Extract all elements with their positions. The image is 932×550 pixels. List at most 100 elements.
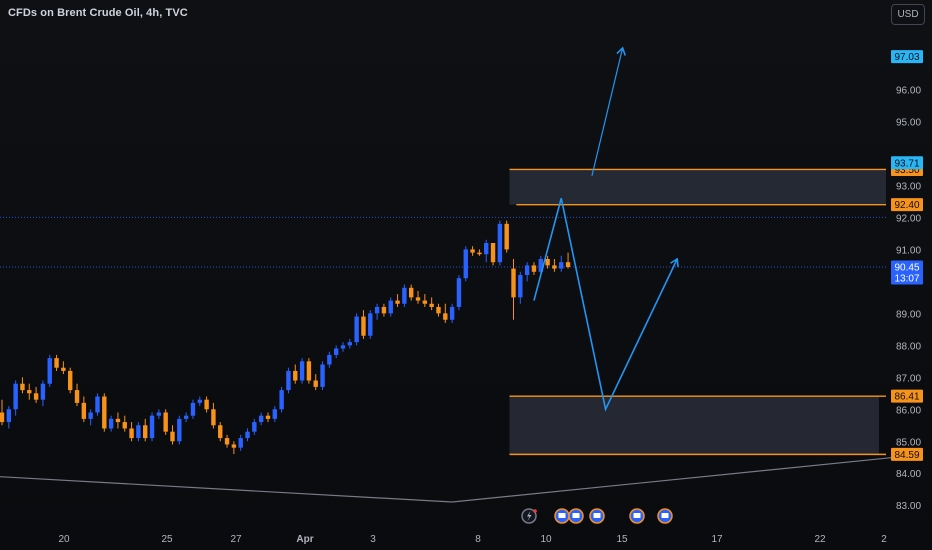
candle-body (340, 345, 346, 349)
level-price-text: 93.50 (894, 165, 919, 176)
price-tick-label: 95.00 (896, 118, 921, 129)
zones-layer (509, 169, 886, 455)
trendline (0, 476, 453, 503)
price-tick-label: 87.00 (896, 373, 921, 384)
candles-layer (0, 220, 571, 455)
candle-body (313, 380, 318, 387)
trendlines-layer (0, 456, 896, 503)
candle-body (149, 415, 155, 439)
candle-body (470, 249, 475, 253)
candle-body (443, 313, 448, 320)
zone-rect (509, 396, 879, 455)
projection-up-arrowhead (616, 46, 626, 56)
candle-body (74, 390, 80, 403)
current-price-tag (891, 260, 923, 285)
candle-body (531, 265, 537, 272)
candle-body (279, 390, 284, 410)
calendar-glyph (572, 513, 580, 518)
candle-body (272, 409, 277, 419)
time-tick-label: 8 (475, 534, 481, 545)
candle-body (477, 252, 482, 255)
level-price-text: 86.41 (894, 392, 919, 403)
candle-body (211, 409, 216, 426)
price-tick-label: 91.00 (896, 245, 921, 256)
candle-body (299, 361, 305, 381)
time-tick-label: 10 (540, 534, 552, 545)
level-price-tag (891, 447, 923, 461)
candle-body (231, 444, 237, 448)
calendar-glyph (593, 513, 601, 518)
price-tick-label: 85.00 (896, 437, 921, 448)
candle-body (40, 383, 46, 400)
candle-body (538, 259, 543, 272)
candle-body (218, 425, 223, 439)
candle-body (449, 306, 455, 320)
price-tick-label: 96.00 (896, 86, 921, 97)
candle-body (463, 249, 468, 279)
candle-body (361, 316, 366, 336)
candle-body (54, 358, 59, 368)
time-tick-label: 25 (161, 534, 173, 545)
candle-body (286, 370, 291, 391)
candle-body (88, 412, 93, 419)
time-tick-label: 27 (230, 534, 242, 545)
time-tick-label: 2 (881, 534, 887, 545)
candle-body (422, 300, 428, 304)
candle-body (559, 262, 564, 269)
level-price-text: 84.59 (894, 450, 919, 461)
candle-body (518, 274, 523, 298)
candle-body (258, 415, 264, 423)
event-icons[interactable] (521, 508, 673, 524)
time-tick-label: 20 (58, 534, 70, 545)
candle-body (136, 425, 141, 439)
time-axis[interactable]: 20 25 27 Apr 3 8 10 15 17 22 2 (58, 534, 887, 545)
candle-body (524, 265, 530, 275)
price-axis[interactable]: 96.00 95.00 93.00 92.00 91.00 89.00 88.00 87.00… (896, 86, 921, 513)
price-tick-label: 89.00 (896, 309, 921, 320)
target-price-tag (891, 156, 923, 170)
candle-body (545, 259, 550, 266)
target-price-text: 97.03 (894, 52, 919, 63)
candle-body (504, 223, 509, 250)
candle-body (484, 243, 489, 255)
candle-body (163, 412, 168, 432)
candle-body (388, 300, 393, 314)
candle-body (61, 367, 66, 371)
candle-body (381, 306, 387, 314)
zone-rect (509, 169, 886, 205)
candle-body (170, 431, 175, 442)
candle-body (13, 383, 18, 410)
dotted-lines-layer (0, 216, 886, 268)
level-price-tag (891, 389, 923, 403)
projection-path (533, 198, 678, 412)
calendar-glyph (633, 513, 641, 518)
candle-body (395, 300, 400, 304)
candle-body (402, 287, 407, 304)
candle-body (415, 297, 421, 301)
candle-body (436, 306, 441, 314)
candle-body (156, 412, 162, 416)
candle-body (306, 361, 312, 381)
price-tick-label: 88.00 (896, 341, 921, 352)
lightning-glyph (527, 511, 532, 521)
candle-body (511, 268, 516, 298)
candle-body (143, 425, 148, 439)
calendar-glyph (558, 513, 566, 518)
candle-body (0, 412, 5, 423)
candle-body (552, 265, 557, 269)
candle-body (204, 399, 209, 410)
candle-body (265, 415, 271, 419)
time-tick-label: 3 (370, 534, 376, 545)
price-tick-label: 92.00 (896, 213, 921, 224)
currency-button[interactable]: USD (891, 4, 925, 25)
candle-body (68, 370, 73, 391)
candle-body (252, 422, 257, 432)
candle-body (190, 402, 196, 416)
candle-body (102, 396, 107, 429)
candle-body (409, 287, 414, 298)
projection-up-line (591, 47, 624, 177)
current-price-text: 90.45 (894, 262, 919, 273)
